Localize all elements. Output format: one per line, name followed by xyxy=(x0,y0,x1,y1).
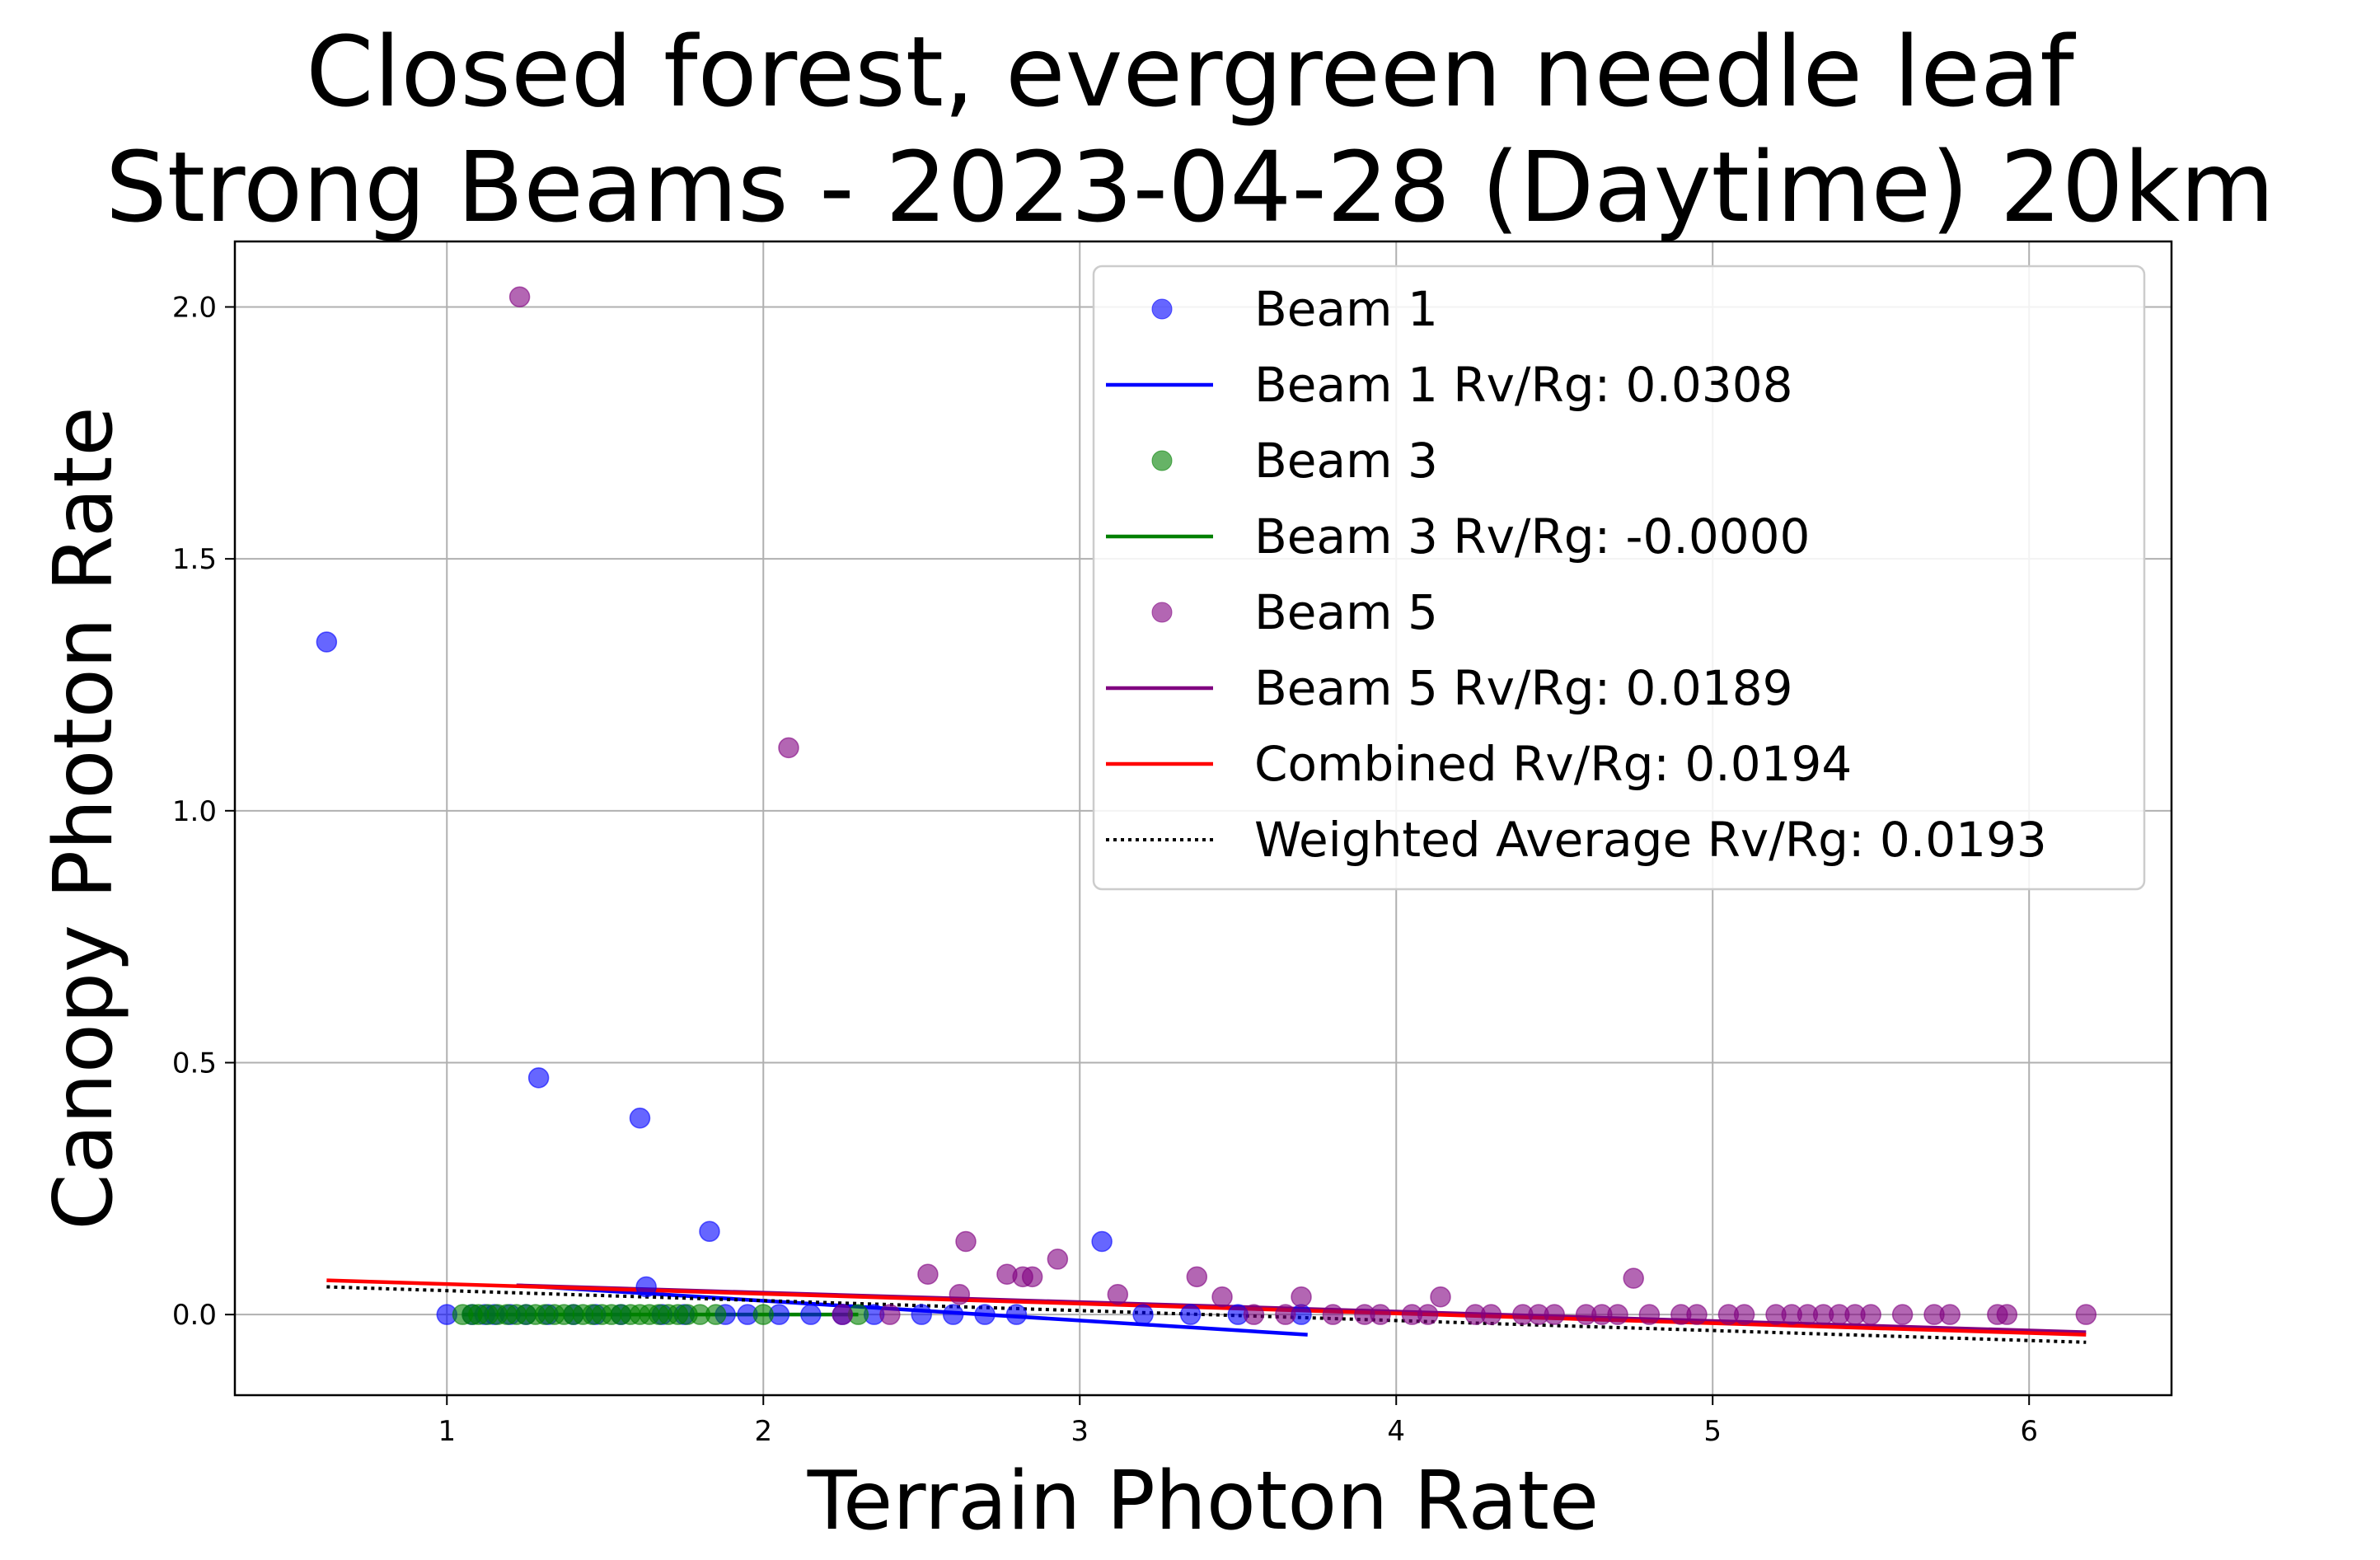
scatter-point xyxy=(1686,1304,1708,1325)
scatter-point xyxy=(1211,1286,1233,1308)
scatter-point xyxy=(1417,1304,1439,1325)
legend-label: Beam 3 Rv/Rg: -0.0000 xyxy=(1254,508,1810,565)
scatter-point xyxy=(1607,1304,1628,1325)
chart-title-line-2: Strong Beams - 2023-04-28 (Daytime) 20km xyxy=(105,130,2275,244)
scatter-point xyxy=(316,631,338,653)
legend-box xyxy=(1092,265,2146,891)
y-tick-label: 1.0 xyxy=(172,795,217,828)
legend-label: Weighted Average Rv/Rg: 0.0193 xyxy=(1254,812,2047,868)
legend-marker xyxy=(1151,450,1173,471)
scatter-point xyxy=(1091,1230,1113,1253)
x-tick-label: 5 xyxy=(1703,1415,1722,1448)
scatter-point xyxy=(1047,1248,1069,1270)
legend-marker xyxy=(1151,298,1173,320)
scatter-point xyxy=(508,286,531,307)
scatter-point xyxy=(752,1304,775,1325)
x-tick-label: 3 xyxy=(1071,1415,1089,1448)
scatter-point xyxy=(974,1304,996,1325)
scatter-point xyxy=(879,1304,901,1325)
scatter-point xyxy=(1107,1283,1129,1305)
scatter-point xyxy=(1275,1304,1296,1325)
scatter-point xyxy=(911,1304,933,1325)
scatter-point xyxy=(1021,1266,1043,1288)
scatter-point xyxy=(800,1304,822,1325)
scatter-point xyxy=(527,1067,550,1089)
scatter-point xyxy=(1638,1304,1661,1325)
scatter-point xyxy=(778,737,799,759)
legend-label: Beam 1 xyxy=(1254,281,1438,337)
scatter-point xyxy=(1623,1267,1644,1289)
scatter-point xyxy=(2075,1304,2097,1325)
y-axis-label: Canopy Photon Rate xyxy=(37,406,131,1230)
scatter-point xyxy=(949,1283,971,1305)
y-tick-label: 0.5 xyxy=(172,1047,217,1080)
scatter-point xyxy=(1179,1304,1202,1325)
scatter-point xyxy=(1939,1304,1961,1325)
scatter-point xyxy=(1132,1304,1154,1325)
axis-ticks: 1 2 3 4 5 6 0.0 0.5 1.0 1.5 2.0 xyxy=(172,291,2038,1448)
scatter-point xyxy=(1860,1304,1881,1325)
x-axis-label: Terrain Photon Rate xyxy=(807,1455,1599,1548)
legend-label: Beam 3 xyxy=(1254,433,1438,489)
legend-label: Beam 5 xyxy=(1254,584,1438,640)
scatter-point xyxy=(917,1263,939,1286)
plot-frame xyxy=(233,240,2173,1397)
x-tick-label: 6 xyxy=(2020,1415,2038,1448)
scatter-point xyxy=(705,1304,727,1325)
legend-label: Beam 1 Rv/Rg: 0.0308 xyxy=(1254,357,1793,413)
y-tick-label: 1.5 xyxy=(172,543,217,576)
scatter-point xyxy=(1996,1304,2018,1325)
scatter-point xyxy=(1430,1286,1451,1308)
scatter-point xyxy=(942,1304,964,1325)
scatter-point xyxy=(1291,1286,1312,1308)
scatter-point xyxy=(1243,1304,1265,1325)
chart-title: Closed forest, evergreen needle leaf Str… xyxy=(105,15,2275,244)
legend-label: Combined Rv/Rg: 0.0194 xyxy=(1254,736,1852,792)
scatter-point xyxy=(955,1230,977,1253)
scatter-point xyxy=(635,1276,657,1298)
scatter-point xyxy=(1891,1304,1914,1325)
x-tick-label: 4 xyxy=(1387,1415,1405,1448)
scatter-point xyxy=(1544,1304,1565,1325)
scatter-point xyxy=(1322,1304,1344,1325)
legend: Beam 1 Beam 1 Rv/Rg: 0.0308 Beam 3 Beam 3 R… xyxy=(1092,265,2146,891)
legend-label: Beam 5 Rv/Rg: 0.0189 xyxy=(1254,660,1793,716)
scatter-point xyxy=(1480,1304,1502,1325)
scatter-point xyxy=(629,1108,651,1129)
scatter-point xyxy=(832,1304,854,1325)
chart-title-line-1: Closed forest, evergreen needle leaf xyxy=(306,15,2076,129)
x-tick-label: 2 xyxy=(754,1415,772,1448)
x-tick-label: 1 xyxy=(438,1415,456,1448)
scatter-point xyxy=(1370,1304,1391,1325)
scatter-point xyxy=(1186,1266,1208,1288)
legend-marker xyxy=(1151,602,1173,623)
fit-line xyxy=(326,1278,2087,1337)
y-tick-label: 2.0 xyxy=(172,291,217,324)
scatter-points xyxy=(316,286,2097,1325)
scatter-point xyxy=(699,1220,720,1243)
scatter-point xyxy=(1733,1304,1755,1325)
scatter-point xyxy=(1005,1304,1028,1325)
y-tick-label: 0.0 xyxy=(172,1299,217,1332)
